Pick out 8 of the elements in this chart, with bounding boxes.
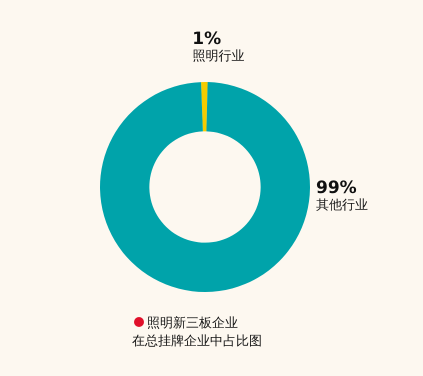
- data-label: 1%: [192, 29, 222, 49]
- data-label: 99%: [316, 178, 357, 198]
- slice-label: 照明行业: [192, 49, 244, 64]
- text: 照明新三板企业: [147, 316, 238, 331]
- slice-label: 其他行业: [316, 198, 368, 213]
- donut-slice: [201, 82, 208, 132]
- text: 在总挂牌企业中占比图: [132, 334, 262, 349]
- donut-slice: [100, 82, 310, 292]
